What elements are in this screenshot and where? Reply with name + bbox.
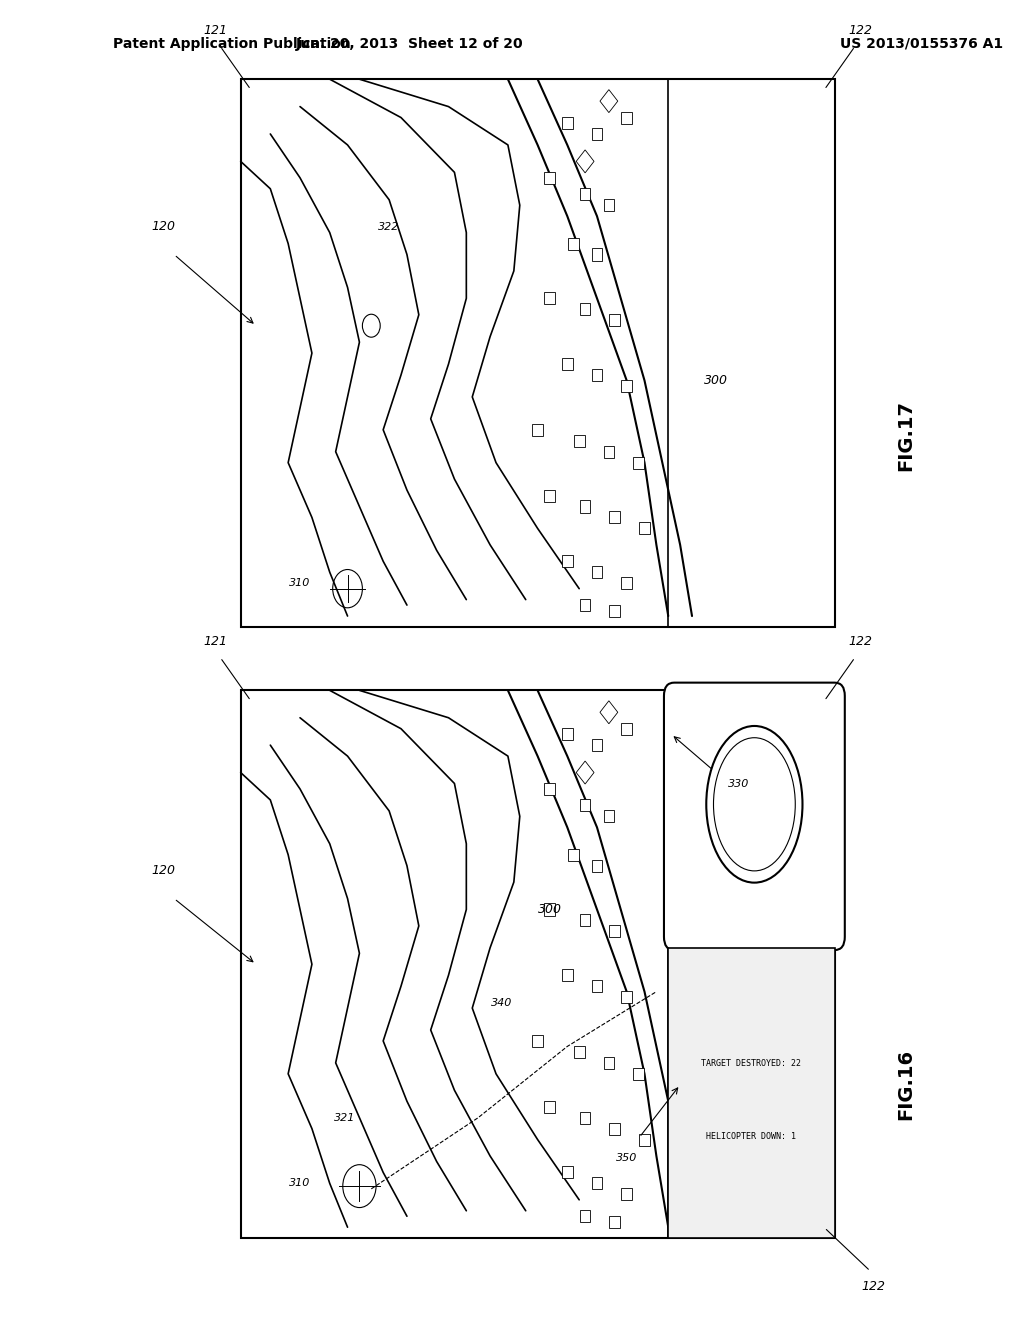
- Bar: [532, 424, 543, 436]
- Bar: [592, 128, 602, 140]
- Bar: [532, 1035, 543, 1047]
- Bar: [580, 1210, 591, 1222]
- Bar: [633, 457, 644, 469]
- Bar: [573, 434, 585, 446]
- Text: TARGET DESTROYED: 22: TARGET DESTROYED: 22: [701, 1060, 802, 1068]
- Bar: [544, 783, 555, 795]
- Bar: [580, 599, 591, 611]
- Bar: [580, 500, 591, 512]
- Bar: [580, 915, 591, 927]
- Bar: [609, 1122, 621, 1135]
- Bar: [603, 446, 614, 458]
- Bar: [609, 511, 621, 524]
- Bar: [580, 1111, 591, 1123]
- Text: FIG.16: FIG.16: [897, 1049, 915, 1121]
- Text: 122: 122: [848, 635, 872, 648]
- Text: FIG.17: FIG.17: [897, 400, 915, 471]
- Bar: [639, 523, 650, 535]
- Bar: [622, 722, 632, 735]
- Text: 330: 330: [727, 779, 749, 789]
- Bar: [573, 1045, 585, 1057]
- Bar: [622, 991, 632, 1003]
- FancyBboxPatch shape: [664, 682, 845, 950]
- Bar: [609, 1216, 621, 1228]
- Text: 300: 300: [703, 374, 728, 387]
- Bar: [562, 729, 572, 741]
- Text: 350: 350: [616, 1154, 638, 1163]
- Text: 310: 310: [290, 1179, 310, 1188]
- Bar: [544, 490, 555, 502]
- Bar: [603, 1057, 614, 1069]
- Bar: [592, 248, 602, 260]
- Text: 120: 120: [152, 219, 176, 232]
- Text: 322: 322: [379, 222, 399, 232]
- Bar: [562, 556, 572, 568]
- Text: 340: 340: [492, 998, 513, 1007]
- Text: 122: 122: [861, 1280, 886, 1294]
- Text: Patent Application Publication: Patent Application Publication: [113, 37, 350, 50]
- Bar: [592, 370, 602, 381]
- Bar: [544, 1101, 555, 1113]
- Text: 300: 300: [538, 903, 561, 916]
- FancyBboxPatch shape: [241, 690, 835, 1238]
- Bar: [544, 172, 555, 183]
- Text: 321: 321: [334, 1113, 355, 1122]
- Bar: [580, 800, 591, 812]
- Bar: [622, 577, 632, 589]
- Bar: [568, 849, 579, 861]
- Bar: [544, 903, 555, 916]
- Text: 122: 122: [848, 24, 872, 37]
- Bar: [592, 859, 602, 871]
- Bar: [592, 1177, 602, 1189]
- Text: US 2013/0155376 A1: US 2013/0155376 A1: [840, 37, 1002, 50]
- Bar: [609, 925, 621, 937]
- Ellipse shape: [707, 726, 803, 883]
- Bar: [622, 111, 632, 124]
- Bar: [633, 1068, 644, 1080]
- Bar: [562, 358, 572, 370]
- Bar: [580, 304, 591, 315]
- Bar: [622, 1188, 632, 1200]
- FancyBboxPatch shape: [241, 79, 835, 627]
- Text: 120: 120: [152, 863, 176, 876]
- Text: 121: 121: [203, 24, 227, 37]
- Bar: [562, 117, 572, 129]
- Bar: [562, 969, 572, 981]
- Bar: [603, 199, 614, 211]
- Text: Jun. 20, 2013  Sheet 12 of 20: Jun. 20, 2013 Sheet 12 of 20: [296, 37, 523, 50]
- Bar: [562, 1167, 572, 1179]
- Bar: [568, 238, 579, 249]
- Bar: [622, 380, 632, 392]
- Bar: [592, 739, 602, 751]
- Bar: [609, 605, 621, 616]
- Bar: [639, 1134, 650, 1146]
- Bar: [544, 292, 555, 305]
- Bar: [592, 566, 602, 578]
- Text: HELICOPTER DOWN: 1: HELICOPTER DOWN: 1: [707, 1133, 797, 1140]
- Bar: [592, 981, 602, 993]
- Ellipse shape: [714, 738, 796, 871]
- Text: 310: 310: [290, 578, 310, 589]
- Bar: [609, 314, 621, 326]
- Bar: [669, 948, 835, 1238]
- Bar: [580, 189, 591, 201]
- Text: 121: 121: [203, 635, 227, 648]
- Bar: [603, 810, 614, 822]
